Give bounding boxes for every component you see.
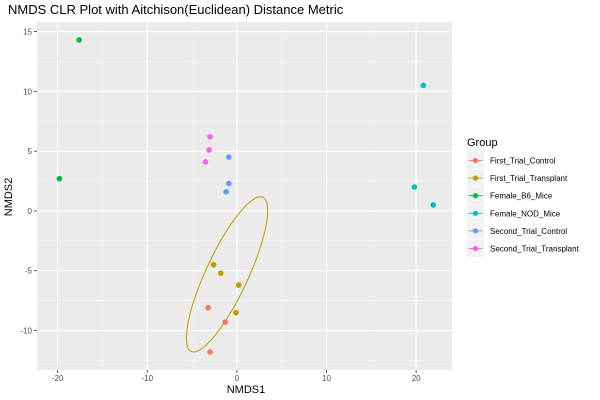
data-point [223,189,229,195]
legend-key-point [472,175,479,181]
legend-label: Second_Trial_Control [490,227,567,236]
data-point [207,349,213,355]
y-tick-label: -5 [25,267,33,276]
x-tick-label: 20 [412,374,421,383]
ticks-layer: -20 -10 0 10 20 -10 -5 0 5 10 15 [20,28,421,383]
data-point [76,37,82,43]
legend-title: Group [467,137,498,149]
legend-label: Second_Trial_Transplant [490,245,580,254]
data-point [56,175,63,182]
data-point [233,309,239,316]
legend-key-point [472,193,479,199]
data-point [226,180,232,187]
legend-key-point [472,157,479,164]
confidence-ellipse [185,196,269,353]
plot-panel [37,22,452,370]
points-layer [56,37,436,355]
data-point [420,82,427,89]
x-tick-label: 10 [322,374,331,383]
x-tick-label: -10 [141,374,153,383]
data-point [202,159,209,165]
data-point [210,261,217,268]
x-tick-label: 0 [235,374,240,383]
y-tick-label: 10 [23,87,32,96]
data-point [226,154,232,160]
legend-label: Female_B6_Mice [490,192,553,201]
y-tick-label: 0 [28,207,33,216]
x-tick-label: -20 [52,374,64,383]
legend-label: First_Trial_Transplant [490,174,568,183]
data-point [217,270,224,276]
x-axis-title: NMDS1 [227,384,266,396]
y-tick-label: -10 [20,327,32,336]
legend-label: First_Trial_Control [490,157,556,166]
data-point [235,282,242,288]
data-point [222,319,229,325]
data-point [411,184,418,190]
legend-key-point [472,245,479,252]
legend-key-point [472,228,479,234]
data-point [206,147,212,153]
ellipse-layer [185,196,269,353]
data-point [430,202,436,208]
chart-title: NMDS CLR Plot with Aitchison(Euclidean) … [8,2,344,17]
y-axis-title: NMDS2 [3,178,15,217]
legend: First_Trial_Control First_Trial_Transplan… [467,152,580,257]
legend-key-point [472,210,479,216]
data-point [207,134,213,140]
data-point [205,305,211,311]
y-tick-label: 5 [28,147,33,156]
legend-label: Female_NOD_Mice [490,209,561,218]
y-tick-label: 15 [23,28,32,37]
